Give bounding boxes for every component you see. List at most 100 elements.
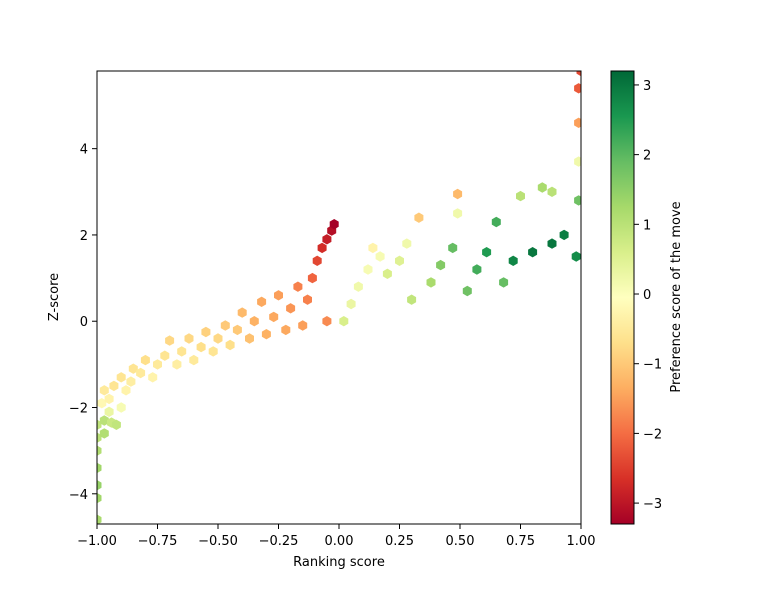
hexbin-cell — [237, 307, 247, 318]
hexbin-cell — [128, 363, 138, 374]
colorbar — [610, 70, 635, 525]
y-tick-label: 2 — [80, 229, 88, 244]
hexbin-cell — [281, 324, 291, 336]
hexbin-cell — [574, 83, 581, 94]
colorbar-tick-label: 0 — [643, 288, 651, 303]
hexbin-cell — [136, 367, 146, 379]
colorbar-tick-label: 3 — [643, 79, 651, 94]
hexbin-cell — [153, 359, 162, 370]
hexbin-cell — [508, 255, 518, 266]
y-tick-label: 0 — [80, 315, 88, 330]
hexbin-cell — [116, 402, 126, 413]
hexbin-cell — [395, 255, 404, 266]
hexbin-cell — [571, 251, 581, 262]
hexbin-cell — [232, 324, 242, 336]
x-tick-label: 0.25 — [385, 534, 414, 549]
hexbin-cell — [140, 354, 150, 366]
colorbar-tick-label: −3 — [643, 497, 662, 512]
hexbin-cell — [537, 182, 547, 193]
hexbin-cell — [368, 242, 378, 254]
hexbin-cell — [97, 480, 102, 491]
hexbin-cell — [436, 259, 446, 271]
x-tick-label: −1.00 — [77, 534, 117, 549]
hexbin-cell — [286, 303, 296, 314]
hexbin-cell — [559, 229, 569, 241]
hexbin-cell — [491, 216, 501, 228]
hexbin-cell — [257, 296, 267, 307]
hexbin-cell — [448, 242, 458, 254]
hexbin-cell — [201, 326, 211, 338]
hexbin-cell — [482, 247, 492, 258]
hexbin-cell — [307, 272, 317, 284]
hexbin-cell — [165, 335, 175, 346]
hexbin-cell — [339, 316, 349, 327]
hexbin-cell — [407, 294, 417, 305]
y-tick-label: −4 — [69, 488, 88, 503]
hexbin-cell — [547, 186, 557, 197]
hexbin-cell — [177, 346, 187, 357]
hexbin-cell — [547, 238, 557, 249]
hexbin-cell — [189, 354, 199, 366]
colorbar-label: Preference score of the move — [669, 201, 684, 392]
hexbin-cell — [528, 247, 538, 258]
hexbin-cell — [472, 264, 482, 275]
hexbin-cell — [225, 339, 235, 351]
hexbin-cell — [104, 393, 114, 405]
hexbin-cell — [196, 341, 206, 353]
colorbar-ticks: −3 −2 −1 0 1 2 3 — [634, 79, 662, 512]
colorbar-tick-label: 1 — [643, 218, 651, 233]
hexbin-cell — [208, 346, 218, 357]
x-tick-label: 1.00 — [567, 534, 596, 549]
hexbin-cell — [312, 255, 322, 266]
colorbar-tick-label: 2 — [643, 149, 651, 164]
hexbin-cell — [322, 234, 332, 245]
hexbin-cell — [99, 428, 109, 439]
y-axis-ticks: −4 −2 0 2 4 — [69, 143, 97, 503]
hexbin-cell — [329, 219, 339, 230]
hexbin-cell — [516, 190, 525, 202]
hexbin-cell — [97, 462, 102, 474]
hexbin-cell — [104, 406, 114, 417]
hexbin-cell — [99, 415, 109, 426]
hexbin-cell — [499, 277, 509, 288]
hexbin-cell — [453, 208, 463, 219]
colorbar-tick-label: −2 — [643, 427, 662, 442]
x-axis-ticks: −1.00 −0.75 −0.50 −0.25 0.00 0.25 0.50 0.75 1.00 — [77, 524, 595, 549]
x-tick-label: −0.50 — [198, 534, 238, 549]
hexbin-cell — [148, 372, 158, 383]
hexbin-cell — [261, 329, 271, 340]
hexbin-cell — [426, 277, 436, 288]
hexbin-cell — [353, 281, 363, 292]
hexbin-cell — [574, 117, 581, 128]
hexbin-cell — [317, 242, 327, 254]
hexbin-cell — [322, 316, 332, 327]
hexbin-cell — [99, 385, 109, 396]
hexbin-cell — [402, 238, 412, 249]
hexbin-cell — [97, 445, 102, 456]
hexbin-cell — [184, 333, 194, 344]
hexbin-cell — [109, 380, 119, 392]
hexbin-cell — [298, 320, 308, 331]
hexbin-cell — [249, 316, 259, 327]
hexbin-cell — [303, 294, 312, 305]
hexbin-cell — [116, 372, 126, 383]
hexbin-cell — [220, 320, 230, 331]
hexbin-cell — [382, 268, 392, 279]
hexbin-cell — [172, 359, 182, 370]
hexbin-cell — [293, 281, 303, 292]
x-axis-label: Ranking score — [293, 555, 385, 570]
colorbar-tick-label: −1 — [643, 358, 662, 373]
hexbin-cell — [245, 333, 254, 344]
x-tick-label: 0.50 — [446, 534, 475, 549]
hexbin-cell — [414, 212, 424, 223]
x-tick-label: −0.25 — [259, 534, 299, 549]
hexbin-cell — [453, 188, 463, 200]
y-tick-label: −2 — [69, 402, 88, 417]
x-tick-label: −0.75 — [138, 534, 178, 549]
hexbin-cell — [213, 333, 223, 344]
x-tick-label: 0.75 — [506, 534, 535, 549]
hexbin-cell — [574, 156, 581, 167]
hexbin-cell — [462, 285, 472, 297]
